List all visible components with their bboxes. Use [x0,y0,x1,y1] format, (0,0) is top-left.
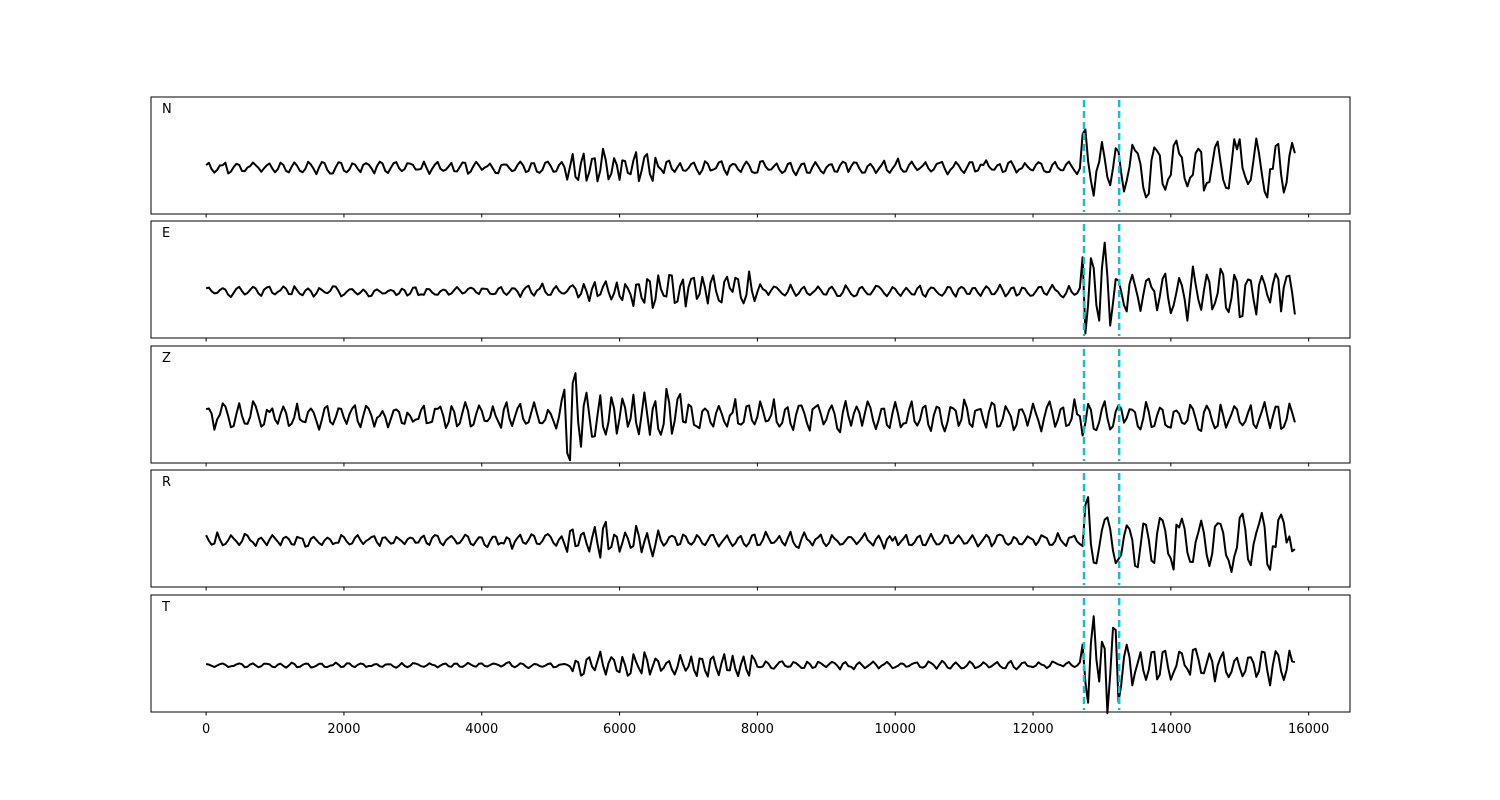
waveform-z [205,372,1296,462]
panel-frame [150,594,1351,713]
x-tick-label: 6000 [603,722,636,737]
waveform-e [205,241,1296,335]
x-tick-label: 12000 [1012,722,1053,737]
x-tick-label: 10000 [875,722,916,737]
x-tick-label: 2000 [327,722,360,737]
waveform-n [205,128,1296,199]
panel-frame [150,469,1351,588]
panel-frame [150,220,1351,339]
x-tick-label: 8000 [741,722,774,737]
panel-label: E [162,226,170,241]
panel-z: Z [150,345,1351,467]
panel-label: N [162,102,172,117]
waveform-r [205,496,1296,574]
panel-r: R [150,469,1351,591]
x-axis: 0 2000 4000 6000 8000 10000 12000 14000 16000 [202,722,1329,737]
panel-label: T [161,600,170,615]
x-tick-label: 14000 [1150,722,1191,737]
x-tick-label: 4000 [465,722,498,737]
waveform-t [205,615,1296,715]
panel-frame [150,345,1351,464]
panel-label: R [162,475,171,490]
panel-t: T [150,594,1351,716]
panels: N E Z R T [150,96,1351,716]
panel-n: N [150,96,1351,218]
x-tick-label: 0 [202,722,210,737]
panel-label: Z [162,351,171,366]
x-tick-label: 16000 [1288,722,1329,737]
panel-e: E [150,220,1351,342]
panel-frame [150,96,1351,215]
